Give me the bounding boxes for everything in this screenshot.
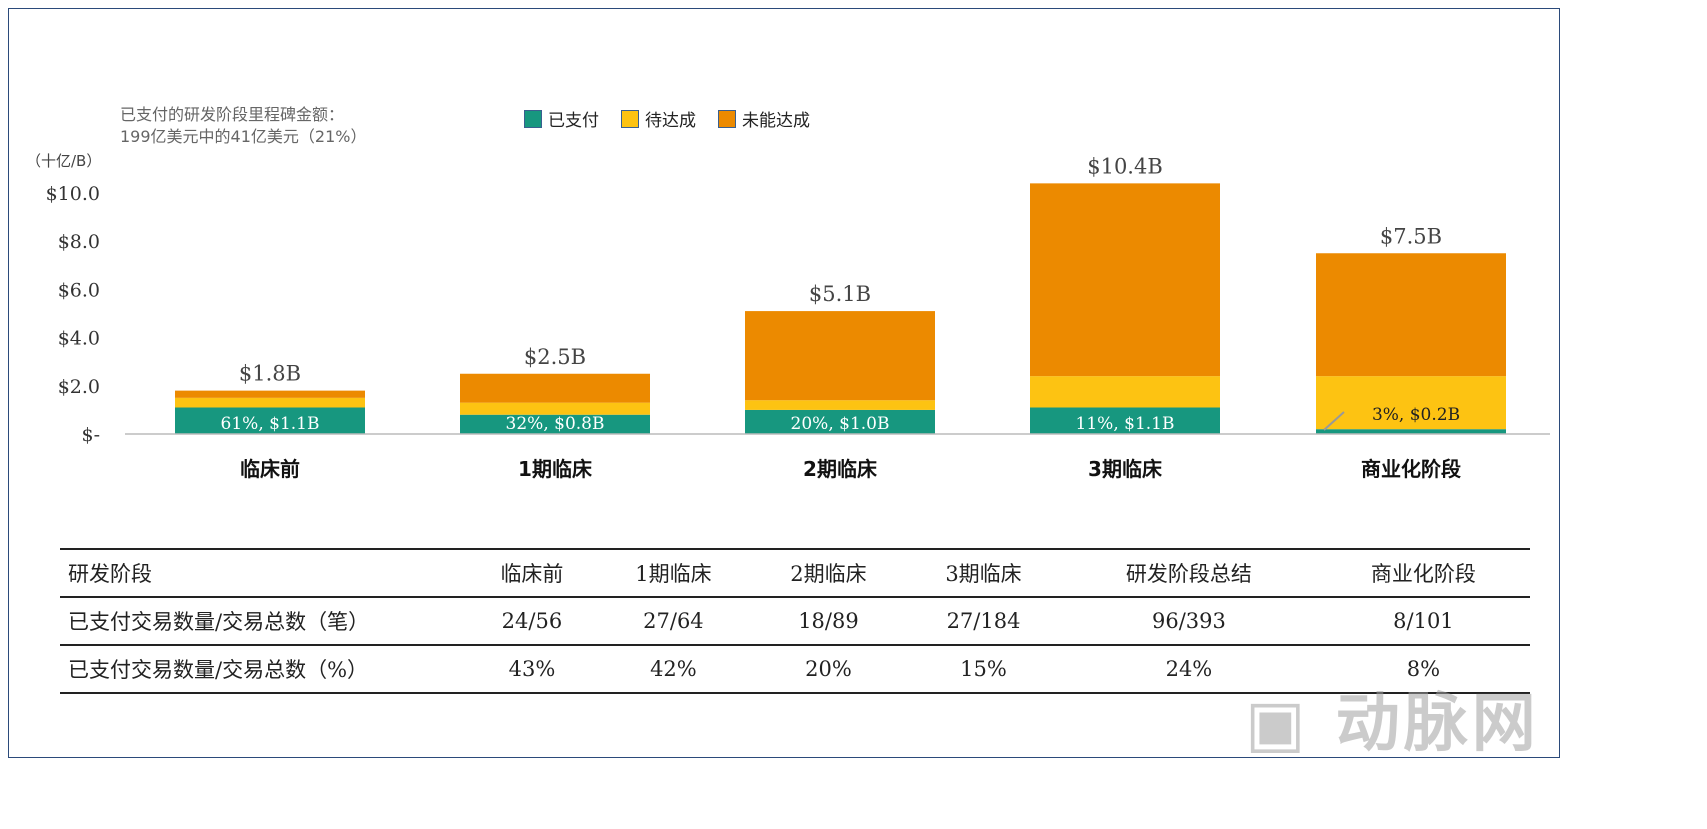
y-tick-label: $8.0 (58, 231, 100, 253)
table-cell: 1期临床 (595, 548, 751, 598)
legend-item: 未能达成 (718, 106, 810, 131)
paid-label: 3%, $0.2B (1372, 405, 1460, 425)
category-label: 2期临床 (803, 457, 878, 481)
table-cell: 42% (595, 645, 751, 694)
bar-segment (1030, 183, 1220, 377)
watermark-logo: ▣ 动脉网 (1245, 687, 1540, 761)
total-label: $5.1B (809, 282, 871, 306)
legend-swatch (621, 109, 639, 128)
table-cell: 24/56 (468, 597, 596, 646)
chart-note: 已支付的研发阶段里程碑金额： 199亿美元中的41亿美元（21%） (120, 104, 366, 148)
bar-segment (460, 373, 650, 403)
table-cell: 3期临床 (905, 548, 1062, 598)
bar-chart: $- $2.0 $4.0 $6.0 $8.0 $10.0 $1.8B 61%, $1.1B 临床… (46, 154, 1550, 481)
legend-swatch (718, 109, 736, 128)
table-cell: 8% (1316, 645, 1530, 694)
paid-label: 61%, $1.1B (221, 414, 320, 434)
category-label: 1期临床 (518, 457, 593, 481)
table-cell: 临床前 (468, 548, 596, 598)
legend-label: 未能达成 (742, 111, 810, 131)
y-tick-label: $2.0 (58, 376, 100, 398)
paid-label: 11%, $1.1B (1076, 414, 1175, 434)
category-label: 3期临床 (1088, 457, 1163, 481)
bar-segment (1316, 429, 1506, 434)
table-cell: 研发阶段 (60, 548, 468, 598)
table-cell: 20% (750, 645, 906, 694)
y-tick-label: $10.0 (46, 183, 100, 205)
legend-label: 已支付 (548, 111, 599, 131)
bar-segment (745, 400, 935, 410)
legend: 已支付 待达成 未能达成 (524, 106, 810, 131)
legend-label: 待达成 (645, 111, 696, 131)
total-label: $1.8B (239, 362, 301, 386)
category-label: 商业化阶段 (1361, 457, 1461, 481)
summary-table: 研发阶段 临床前 1期临床 2期临床 3期临床 研发阶段总结 商业化阶段 已支付交易数量/交易… (60, 548, 1530, 694)
table-cell: 43% (468, 645, 596, 694)
bar-segment (745, 409, 935, 434)
y-tick-label: $4.0 (58, 328, 100, 350)
table-cell: 8/101 (1316, 597, 1530, 646)
table-cell: 研发阶段总结 (1061, 548, 1317, 598)
bar-segment (745, 311, 935, 401)
paid-label: 32%, $0.8B (506, 414, 605, 434)
legend-item: 已支付 (524, 106, 599, 131)
table-cell: 96/393 (1061, 597, 1317, 646)
total-label: $2.5B (524, 345, 586, 369)
table-cell: 27/64 (595, 597, 751, 646)
paid-label: 20%, $1.0B (791, 414, 890, 434)
bar-segment (460, 402, 650, 415)
bar-segment (1316, 253, 1506, 377)
y-tick-label: $- (81, 424, 100, 446)
y-tick-label: $6.0 (58, 279, 100, 301)
bar-segment (1030, 376, 1220, 408)
legend-item: 待达成 (621, 106, 696, 131)
bar-segment (460, 414, 650, 434)
bar-segment (175, 397, 365, 408)
table-row: 已支付交易数量/交易总数（笔） 24/56 27/64 18/89 27/184 96/3… (60, 597, 1530, 646)
table-cell: 24% (1061, 645, 1317, 694)
y-axis-unit: （十亿/B） (26, 152, 102, 170)
bar-segment (1030, 407, 1220, 434)
table-cell: 2期临床 (750, 548, 906, 598)
table-cell: 27/184 (905, 597, 1062, 646)
table-row: 研发阶段 临床前 1期临床 2期临床 3期临床 研发阶段总结 商业化阶段 (60, 548, 1530, 598)
table-row: 已支付交易数量/交易总数（%） 43% 42% 20% 15% 24% 8% (60, 645, 1530, 694)
category-label: 临床前 (240, 457, 300, 481)
legend-swatch (524, 109, 542, 128)
total-label: $7.5B (1380, 224, 1442, 248)
bar-segment (1316, 376, 1506, 430)
note-line-2: 199亿美元中的41亿美元（21%） (120, 127, 367, 146)
table-cell: 商业化阶段 (1316, 548, 1530, 598)
table-cell: 已支付交易数量/交易总数（%） (60, 645, 468, 694)
bar-segment (175, 390, 365, 398)
table-cell: 15% (905, 645, 1062, 694)
leader-line (1323, 411, 1345, 431)
note-line-1: 已支付的研发阶段里程碑金额： (120, 105, 345, 124)
table-cell: 已支付交易数量/交易总数（笔） (60, 597, 468, 646)
chart-frame (8, 8, 1560, 758)
total-label: $10.4B (1087, 154, 1163, 178)
bar-segment (175, 407, 365, 434)
table-cell: 18/89 (750, 597, 906, 646)
